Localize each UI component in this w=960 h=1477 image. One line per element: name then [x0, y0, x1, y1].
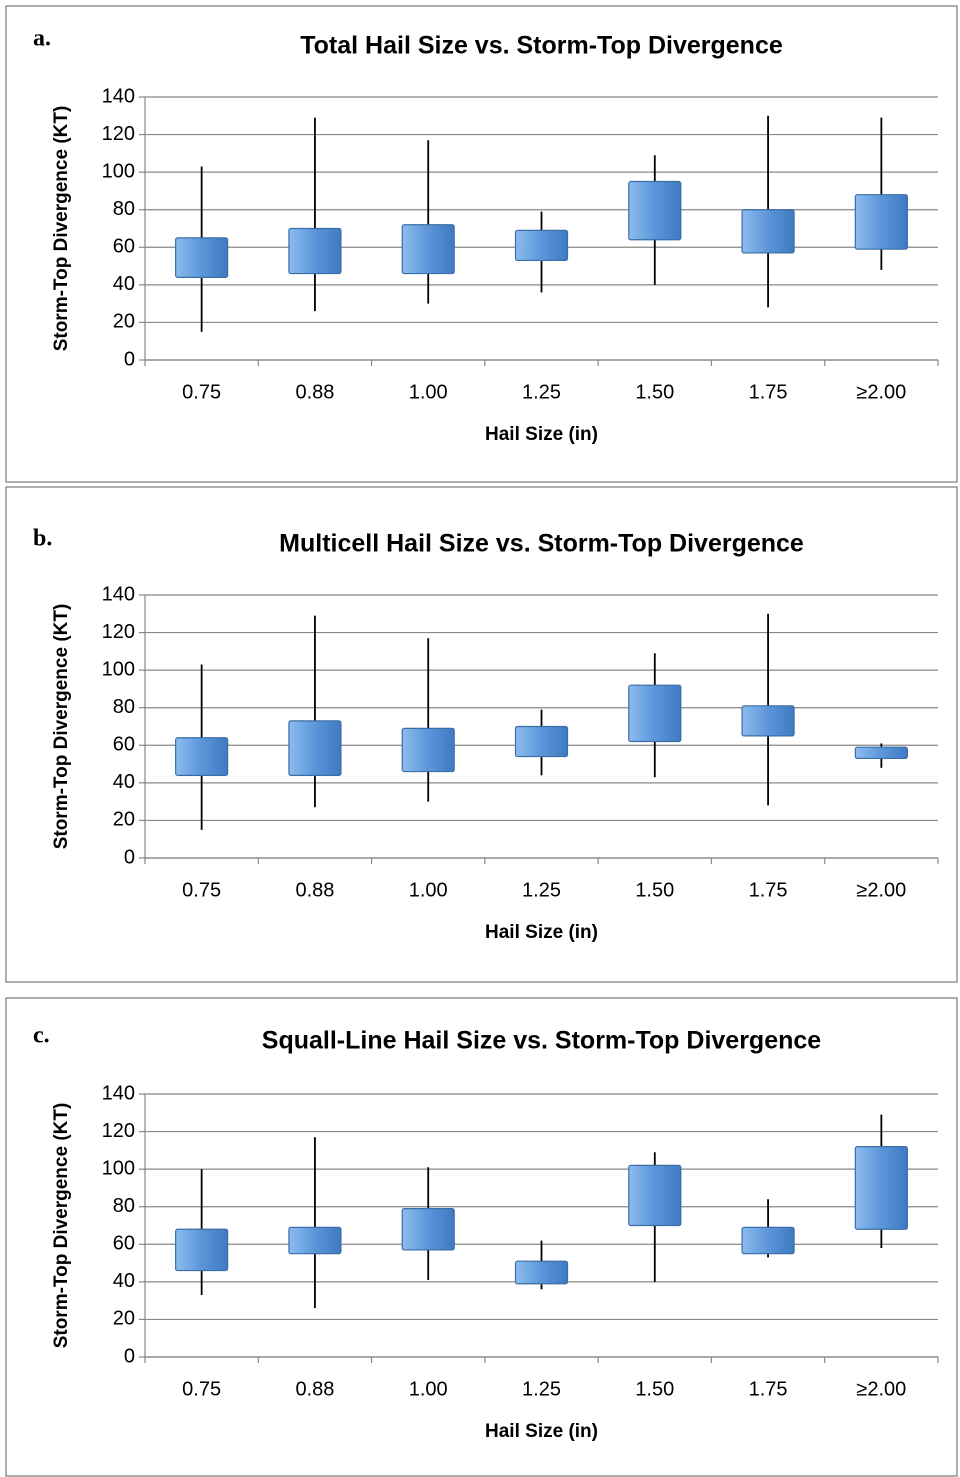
x-tick-label: 1.50	[635, 879, 674, 901]
box	[741, 705, 795, 737]
x-tick-label: 0.75	[182, 381, 221, 403]
x-axis-title: Hail Size (in)	[485, 922, 598, 943]
x-axis-title: Hail Size (in)	[485, 1421, 598, 1442]
box	[401, 224, 455, 275]
panel-label: c.	[33, 1023, 50, 1049]
box	[514, 229, 569, 262]
chart-panel: b. Multicell Hail Size vs. Storm-Top Dive…	[5, 486, 958, 983]
y-tick-label: 80	[113, 696, 135, 718]
box	[175, 237, 229, 278]
x-tick-label: ≥2.00	[856, 1378, 906, 1400]
y-axis-title: Storm-Top Divergence (KT)	[51, 604, 72, 850]
x-tick-label: 0.88	[295, 1378, 334, 1400]
x-tick-label: 1.25	[522, 879, 561, 901]
y-tick-label: 60	[113, 734, 135, 756]
y-tick-label: 120	[102, 621, 135, 643]
y-tick-label: 80	[113, 198, 135, 220]
x-tick-label: 1.75	[749, 1378, 788, 1400]
y-tick-label: 60	[113, 236, 135, 258]
y-tick-label: 40	[113, 1270, 135, 1292]
panel-border	[5, 997, 958, 1477]
box	[628, 684, 682, 743]
box	[628, 180, 682, 241]
box	[854, 194, 908, 250]
y-tick-label: 100	[102, 658, 135, 680]
panel-label: b.	[33, 526, 52, 552]
box	[514, 1260, 569, 1285]
x-tick-label: 1.50	[635, 381, 674, 403]
x-tick-label: 1.00	[409, 879, 448, 901]
chart-panel: a. Total Hail Size vs. Storm-Top Divergen…	[5, 5, 958, 483]
x-tick-label: 1.75	[749, 381, 788, 403]
y-axis-title: Storm-Top Divergence (KT)	[51, 1103, 72, 1349]
box	[854, 1145, 908, 1230]
box	[741, 1226, 795, 1255]
chart-title: Multicell Hail Size vs. Storm-Top Diverg…	[279, 530, 804, 558]
x-tick-label: 1.25	[522, 381, 561, 403]
x-tick-label: 1.75	[749, 879, 788, 901]
box	[175, 737, 229, 776]
chart-title: Squall-Line Hail Size vs. Storm-Top Dive…	[262, 1027, 821, 1055]
y-tick-label: 140	[102, 1082, 135, 1104]
y-tick-label: 140	[102, 583, 135, 605]
panel-border	[5, 5, 958, 483]
box	[175, 1228, 229, 1272]
x-tick-label: ≥2.00	[856, 879, 906, 901]
y-tick-label: 40	[113, 771, 135, 793]
panel-border	[5, 486, 958, 983]
y-tick-label: 20	[113, 809, 135, 831]
box	[741, 209, 795, 254]
x-tick-label: 0.88	[295, 879, 334, 901]
y-tick-label: 20	[113, 1308, 135, 1330]
y-tick-label: 0	[124, 1345, 135, 1367]
box	[401, 727, 455, 773]
y-tick-label: 140	[102, 85, 135, 107]
y-tick-label: 80	[113, 1195, 135, 1217]
x-tick-label: 0.75	[182, 1378, 221, 1400]
chart-title: Total Hail Size vs. Storm-Top Divergence	[300, 32, 783, 60]
x-axis-title: Hail Size (in)	[485, 424, 598, 445]
x-tick-label: 0.75	[182, 879, 221, 901]
y-tick-label: 100	[102, 1157, 135, 1179]
chart-panel: c. Squall-Line Hail Size vs. Storm-Top Di…	[5, 997, 958, 1477]
box	[401, 1207, 455, 1251]
x-tick-label: 1.25	[522, 1378, 561, 1400]
y-tick-label: 20	[113, 311, 135, 333]
box	[288, 720, 342, 776]
x-tick-label: 1.00	[409, 1378, 448, 1400]
box	[514, 725, 569, 758]
box	[628, 1164, 682, 1227]
y-tick-label: 120	[102, 1120, 135, 1142]
y-tick-label: 40	[113, 273, 135, 295]
y-axis-title: Storm-Top Divergence (KT)	[51, 106, 72, 352]
y-tick-label: 60	[113, 1233, 135, 1255]
x-tick-label: 1.00	[409, 381, 448, 403]
box	[288, 1226, 342, 1255]
x-tick-label: 1.50	[635, 1378, 674, 1400]
x-tick-label: 0.88	[295, 381, 334, 403]
y-tick-label: 0	[124, 846, 135, 868]
box	[288, 227, 342, 275]
y-tick-label: 0	[124, 348, 135, 370]
box	[854, 746, 908, 760]
y-tick-label: 120	[102, 123, 135, 145]
y-tick-label: 100	[102, 160, 135, 182]
x-tick-label: ≥2.00	[856, 381, 906, 403]
panel-label: a.	[33, 26, 51, 52]
